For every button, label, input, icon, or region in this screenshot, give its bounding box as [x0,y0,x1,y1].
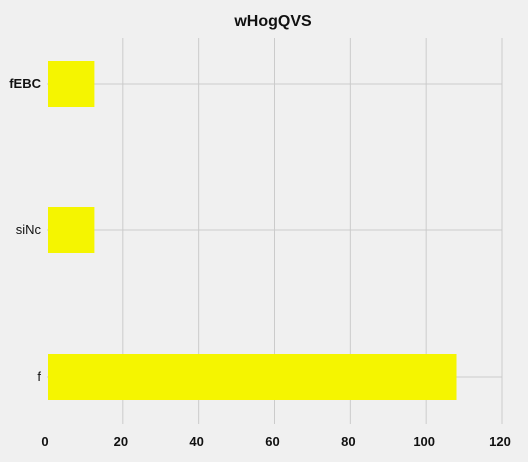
x-tick-label: 0 [41,434,48,449]
y-axis-categories: fEBC siNc f [9,76,41,384]
bar-siNc [48,207,95,253]
bar-fEBC [48,61,95,107]
x-tick-label: 120 [489,434,511,449]
y-category-label: siNc [16,222,42,237]
x-tick-label: 100 [413,434,435,449]
x-tick-label: 80 [341,434,355,449]
chart-title: wHogQVS [233,13,312,30]
x-tick-label: 60 [265,434,279,449]
bar-layer [48,61,457,400]
x-axis-ticks: 0 20 40 60 80 100 120 [41,434,510,449]
bar-f [48,354,457,400]
x-tick-label: 20 [114,434,128,449]
x-tick-label: 40 [189,434,203,449]
y-category-label: f [37,369,41,384]
y-category-label: fEBC [9,76,41,91]
